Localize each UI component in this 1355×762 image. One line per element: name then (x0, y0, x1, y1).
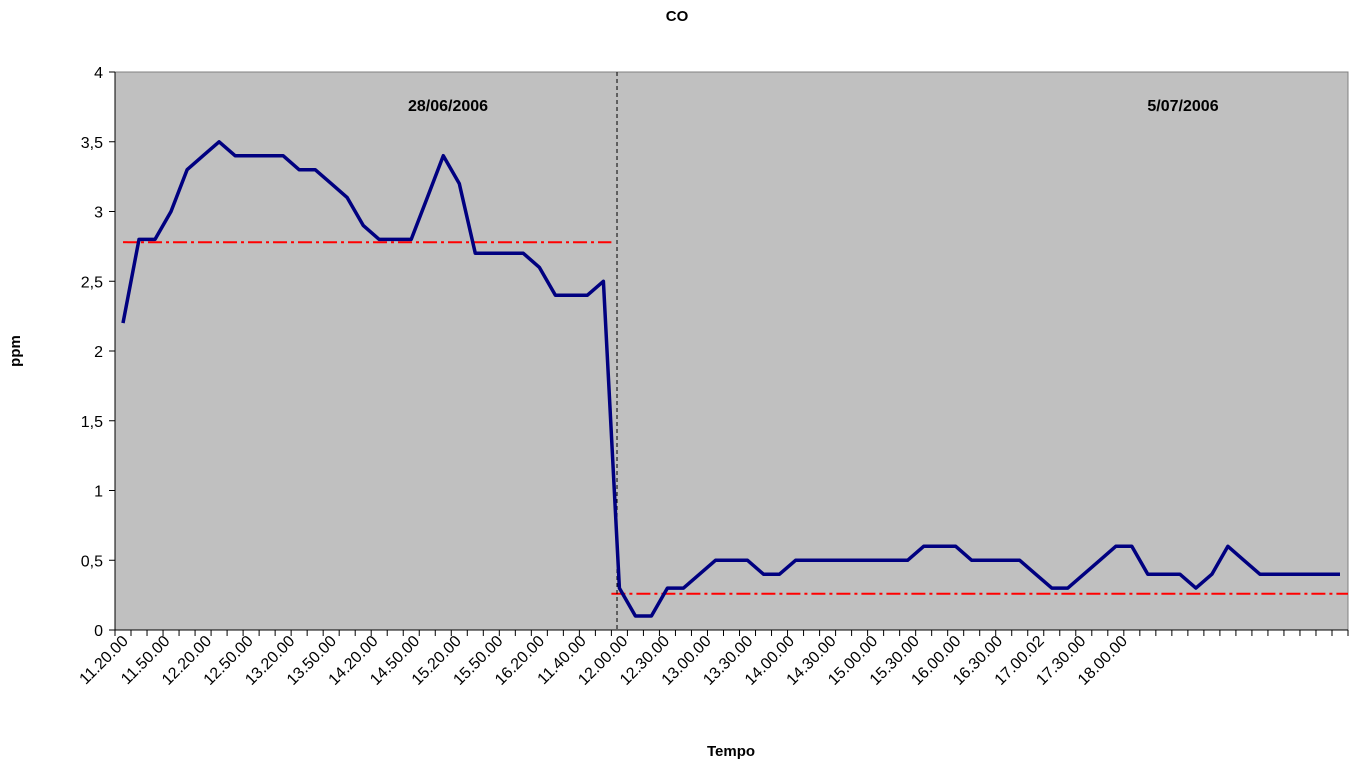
y-axis-title: ppm (7, 335, 24, 367)
y-tick-label: 3,5 (81, 135, 103, 152)
x-axis-title: Tempo (707, 743, 755, 760)
y-tick-label: 0 (94, 623, 103, 640)
plot-area (114, 71, 1349, 631)
y-tick-label: 0,5 (81, 553, 103, 570)
mean-lines (123, 241, 1348, 595)
chart-title: CO (666, 8, 689, 25)
date-label-2: 5/07/2006 (1147, 98, 1218, 115)
y-tick-label: 2,5 (81, 274, 103, 291)
y-tick-label: 1 (94, 484, 103, 501)
y-tick-label: 2 (94, 344, 103, 361)
date-labels: 28/06/2006 5/07/2006 (408, 98, 1219, 115)
y-tick-label: 3 (94, 205, 103, 222)
y-tick-label: 4 (94, 65, 103, 82)
date-label-1: 28/06/2006 (408, 98, 488, 115)
y-tick-label: 1,5 (81, 414, 103, 431)
series-line (121, 140, 1340, 618)
series-co (121, 140, 1341, 618)
